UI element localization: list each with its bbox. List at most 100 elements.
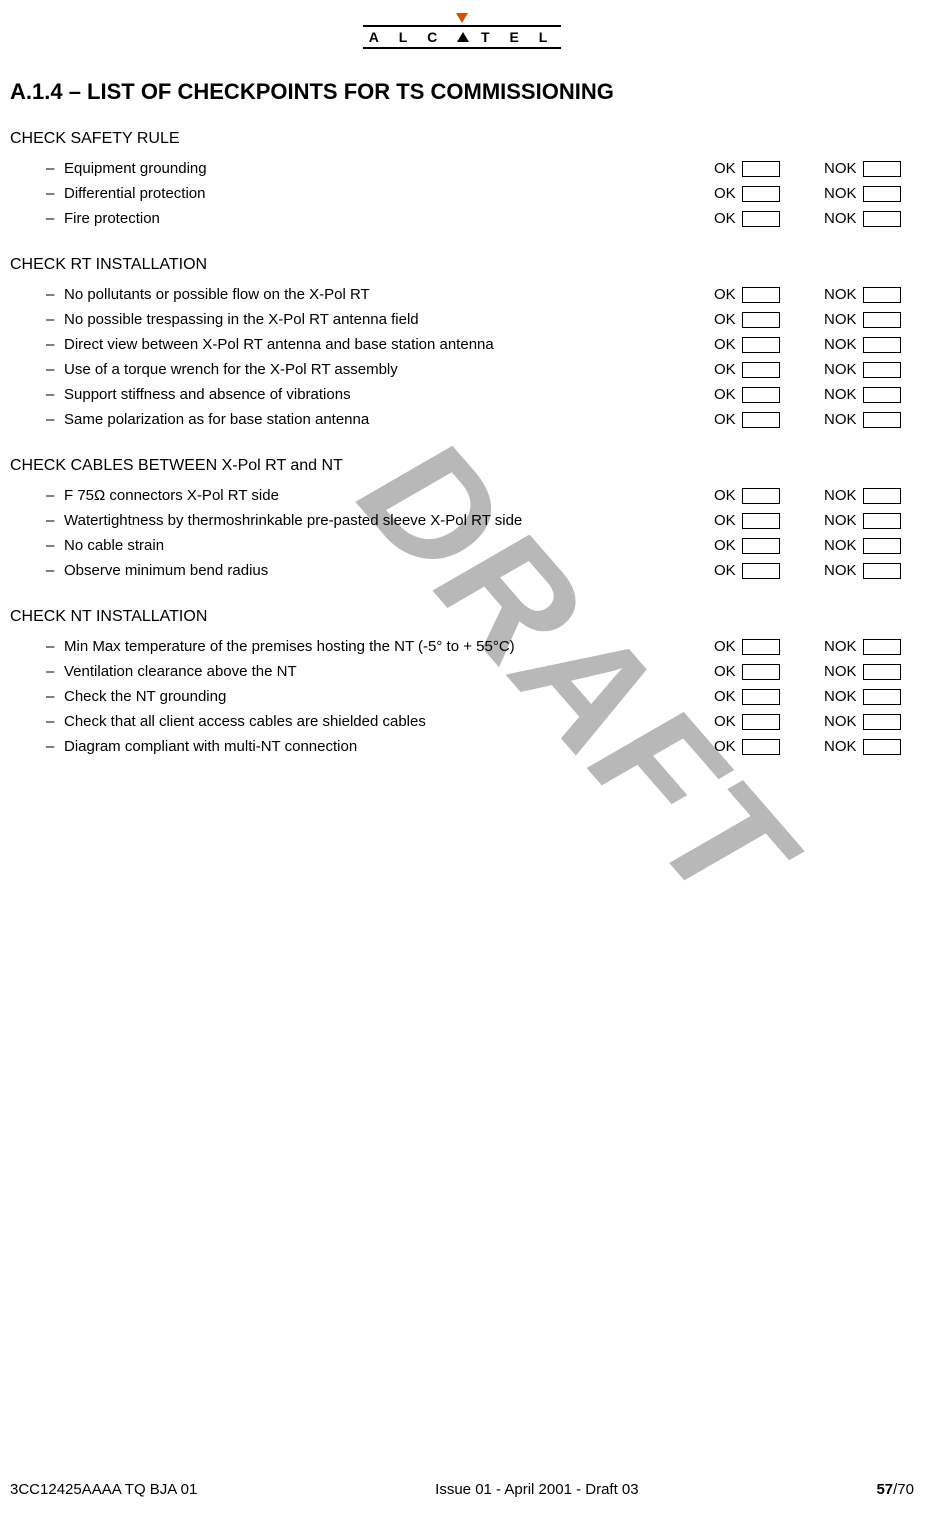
ok-checkbox[interactable] <box>742 739 780 755</box>
nok-checkbox[interactable] <box>863 538 901 554</box>
ok-checkbox[interactable] <box>742 639 780 655</box>
nok-checkbox[interactable] <box>863 312 901 328</box>
checkpoint-label: Use of a torque wrench for the X-Pol RT … <box>64 361 714 378</box>
ok-checkbox[interactable] <box>742 211 780 227</box>
bullet-dash: – <box>46 361 64 378</box>
checkpoint-label: Watertightness by thermoshrinkable pre-p… <box>64 512 714 529</box>
bullet-dash: – <box>46 286 64 303</box>
ok-label: OK <box>714 487 736 504</box>
bullet-dash: – <box>46 512 64 529</box>
group-title: CHECK NT INSTALLATION <box>10 608 914 626</box>
ok-label: OK <box>714 286 736 303</box>
ok-label: OK <box>714 562 736 579</box>
bullet-dash: – <box>46 336 64 353</box>
checkpoint-row: –Direct view between X-Pol RT antenna an… <box>10 332 914 357</box>
ok-checkbox[interactable] <box>742 387 780 403</box>
checkpoint-label: Ventilation clearance above the NT <box>64 663 714 680</box>
ok-label: OK <box>714 688 736 705</box>
nok-label: NOK <box>824 336 857 353</box>
nok-label: NOK <box>824 487 857 504</box>
bullet-dash: – <box>46 638 64 655</box>
footer-doc-id: 3CC12425AAAA TQ BJA 01 <box>10 1481 197 1498</box>
ok-label: OK <box>714 638 736 655</box>
bullet-dash: – <box>46 688 64 705</box>
checkpoint-row: –F 75Ω connectors X-Pol RT sideOKNOK <box>10 483 914 508</box>
nok-checkbox[interactable] <box>863 739 901 755</box>
nok-checkbox[interactable] <box>863 387 901 403</box>
nok-checkbox[interactable] <box>863 639 901 655</box>
ok-checkbox[interactable] <box>742 287 780 303</box>
nok-checkbox[interactable] <box>863 287 901 303</box>
ok-checkbox[interactable] <box>742 412 780 428</box>
nok-label: NOK <box>824 738 857 755</box>
bullet-dash: – <box>46 537 64 554</box>
ok-label: OK <box>714 160 736 177</box>
bullet-dash: – <box>46 386 64 403</box>
nok-checkbox[interactable] <box>863 337 901 353</box>
checkpoint-row: –Diagram compliant with multi-NT connect… <box>10 734 914 759</box>
nok-label: NOK <box>824 512 857 529</box>
checkpoint-row: –No pollutants or possible flow on the X… <box>10 282 914 307</box>
nok-checkbox[interactable] <box>863 412 901 428</box>
ok-checkbox[interactable] <box>742 513 780 529</box>
ok-checkbox[interactable] <box>742 714 780 730</box>
checkpoint-label: Check that all client access cables are … <box>64 713 714 730</box>
nok-checkbox[interactable] <box>863 563 901 579</box>
checkpoint-label: No cable strain <box>64 537 714 554</box>
bullet-dash: – <box>46 160 64 177</box>
checkpoint-row: –Watertightness by thermoshrinkable pre-… <box>10 508 914 533</box>
checkpoint-label: Check the NT grounding <box>64 688 714 705</box>
checkpoint-row: –Same polarization as for base station a… <box>10 407 914 432</box>
ok-label: OK <box>714 713 736 730</box>
nok-label: NOK <box>824 185 857 202</box>
footer-page-total: /70 <box>893 1481 914 1498</box>
checkpoint-row-blank: xOKNOK <box>10 759 914 784</box>
nok-checkbox[interactable] <box>863 161 901 177</box>
checkpoint-label: Direct view between X-Pol RT antenna and… <box>64 336 714 353</box>
ok-checkbox[interactable] <box>742 337 780 353</box>
checkpoint-label: No pollutants or possible flow on the X-… <box>64 286 714 303</box>
nok-checkbox[interactable] <box>863 488 901 504</box>
nok-checkbox[interactable] <box>863 211 901 227</box>
ok-label: OK <box>714 361 736 378</box>
nok-checkbox[interactable] <box>863 362 901 378</box>
nok-checkbox[interactable] <box>863 714 901 730</box>
ok-checkbox[interactable] <box>742 161 780 177</box>
ok-label: OK <box>714 336 736 353</box>
ok-label: OK <box>714 512 736 529</box>
group-title: CHECK RT INSTALLATION <box>10 256 914 274</box>
bullet-dash: – <box>46 311 64 328</box>
ok-checkbox[interactable] <box>742 689 780 705</box>
bullet-dash: – <box>46 713 64 730</box>
nok-checkbox[interactable] <box>863 186 901 202</box>
brand-logo: A L C T E L <box>10 25 914 49</box>
ok-checkbox[interactable] <box>742 563 780 579</box>
nok-label: NOK <box>824 311 857 328</box>
nok-label: NOK <box>824 411 857 428</box>
checkpoint-row: –Equipment groundingOKNOK <box>10 156 914 181</box>
footer-page-current: 57 <box>876 1481 893 1498</box>
ok-checkbox[interactable] <box>742 538 780 554</box>
ok-checkbox[interactable] <box>742 186 780 202</box>
checkpoint-row: –Support stiffness and absence of vibrat… <box>10 382 914 407</box>
checkpoint-label: Differential protection <box>64 185 714 202</box>
checkpoint-row: –Check that all client access cables are… <box>10 709 914 734</box>
logo-triangle-up-icon <box>457 32 469 42</box>
group-title: CHECK SAFETY RULE <box>10 130 914 148</box>
nok-label: NOK <box>824 386 857 403</box>
nok-checkbox[interactable] <box>863 664 901 680</box>
ok-label: OK <box>714 311 736 328</box>
page-footer: 3CC12425AAAA TQ BJA 01 Issue 01 - April … <box>10 1481 914 1498</box>
ok-checkbox[interactable] <box>742 312 780 328</box>
ok-checkbox[interactable] <box>742 488 780 504</box>
nok-checkbox[interactable] <box>863 513 901 529</box>
checkpoint-label: Fire protection <box>64 210 714 227</box>
nok-label: NOK <box>824 361 857 378</box>
bullet-dash: – <box>46 210 64 227</box>
bullet-dash: – <box>46 562 64 579</box>
footer-page: 57/70 <box>876 1481 914 1498</box>
nok-checkbox[interactable] <box>863 689 901 705</box>
ok-checkbox[interactable] <box>742 664 780 680</box>
ok-label: OK <box>714 738 736 755</box>
ok-checkbox[interactable] <box>742 362 780 378</box>
